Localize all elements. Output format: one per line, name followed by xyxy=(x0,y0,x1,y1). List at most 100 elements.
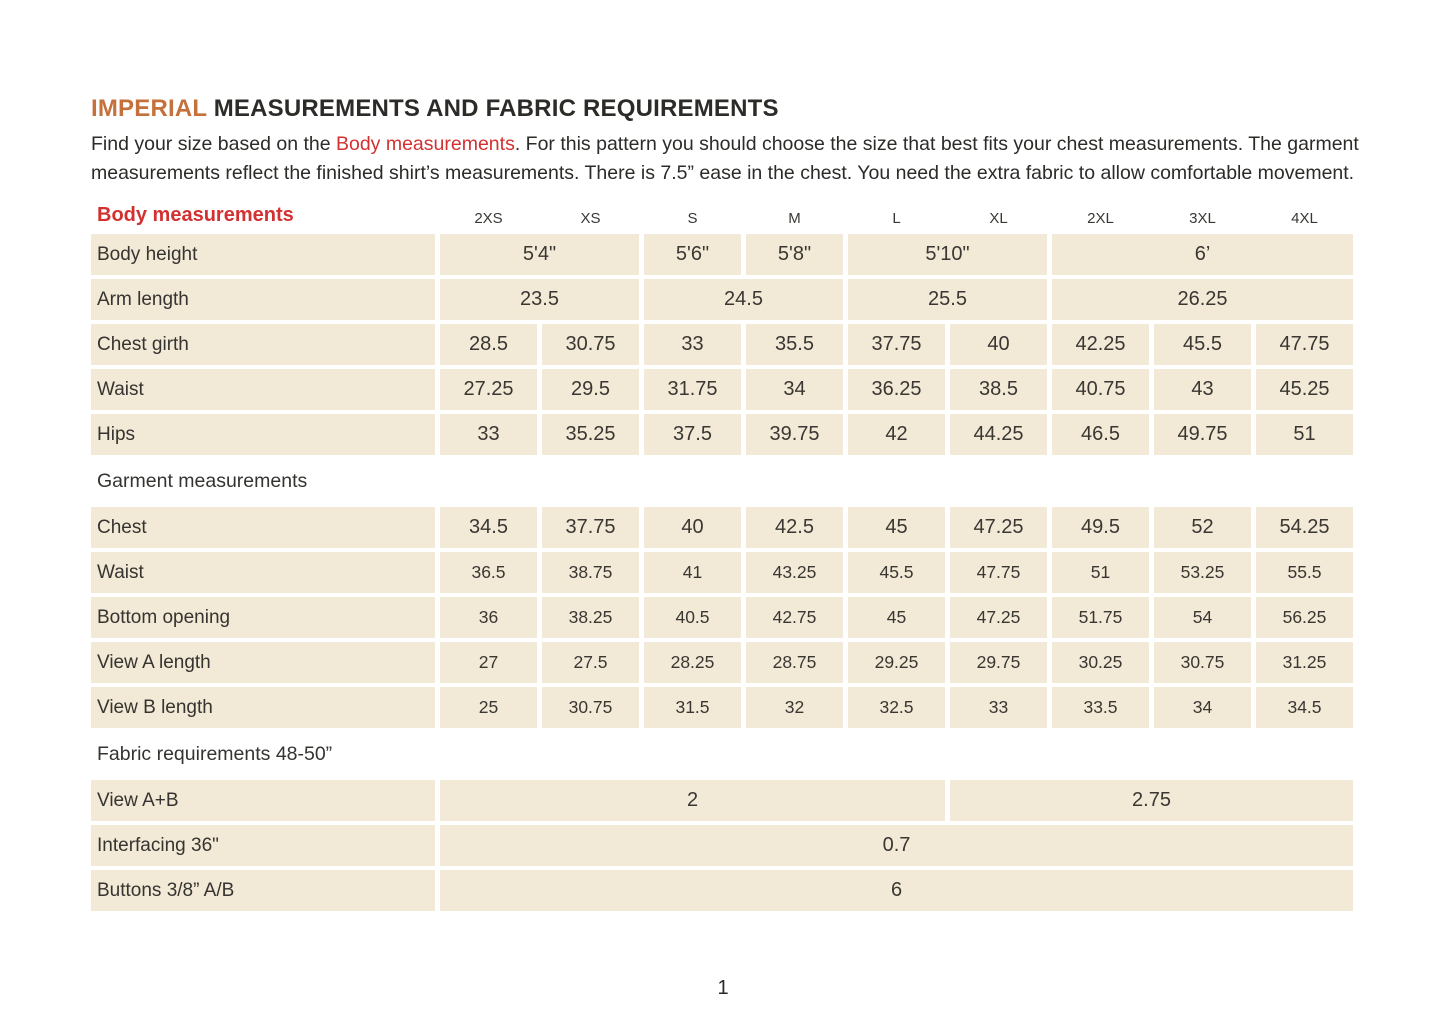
cell-value: 33 xyxy=(644,324,741,365)
cell-value: 35.5 xyxy=(746,324,843,365)
cell-value: 30.25 xyxy=(1052,642,1149,683)
cell-value: 6’ xyxy=(1052,234,1353,275)
table-corner-label: Body measurements xyxy=(97,204,294,226)
cell-value: 31.75 xyxy=(644,369,741,410)
cell-value: 41 xyxy=(644,552,741,593)
table-row: Waist 27.25 29.5 31.75 34 36.25 38.5 40.75 43 45.… xyxy=(91,369,1353,410)
row-label: View A+B xyxy=(91,780,435,821)
cell-value: 45 xyxy=(848,597,945,638)
cell-value: 5'4" xyxy=(440,234,639,275)
cell-value: 5'6" xyxy=(644,234,741,275)
table-row: Arm length 23.5 24.5 25.5 26.25 xyxy=(91,279,1353,320)
cell-value: 29.75 xyxy=(950,642,1047,683)
cell-value: 33 xyxy=(950,687,1047,728)
cell-value: 45 xyxy=(848,507,945,548)
cell-value: 42.75 xyxy=(746,597,843,638)
cell-value: 46.5 xyxy=(1052,414,1149,455)
cell-value: 34 xyxy=(746,369,843,410)
cell-value: 38.25 xyxy=(542,597,639,638)
cell-value: 28.25 xyxy=(644,642,741,683)
column-header-m: M xyxy=(788,210,801,227)
cell-value: 38.75 xyxy=(542,552,639,593)
row-label: Hips xyxy=(91,414,435,455)
cell-value: 36.25 xyxy=(848,369,945,410)
cell-value: 29.25 xyxy=(848,642,945,683)
cell-value: 0.7 xyxy=(440,825,1353,866)
cell-value: 42 xyxy=(848,414,945,455)
measurements-table: Body measurements 2XS XS S M L XL 2XL 3XL 4XL Bo… xyxy=(86,199,1358,915)
cell-value: 35.25 xyxy=(542,414,639,455)
page-title: IMPERIAL MEASUREMENTS AND FABRIC REQUIRE… xyxy=(91,95,1359,123)
cell-value: 25 xyxy=(440,687,537,728)
cell-value: 49.75 xyxy=(1154,414,1251,455)
row-label: View B length xyxy=(91,687,435,728)
cell-value: 36 xyxy=(440,597,537,638)
table-row: Bottom opening 36 38.25 40.5 42.75 45 47.25 51.… xyxy=(91,597,1353,638)
table-row: Interfacing 36" 0.7 xyxy=(91,825,1353,866)
intro-text-after: . For this pattern you should choose the… xyxy=(91,133,1359,184)
column-header-2xs: 2XS xyxy=(474,210,503,227)
table-row: Waist 36.5 38.75 41 43.25 45.5 47.75 51 53.25 55.… xyxy=(91,552,1353,593)
row-label: Arm length xyxy=(91,279,435,320)
table-row: Chest girth 28.5 30.75 33 35.5 37.75 40 42.25 45… xyxy=(91,324,1353,365)
column-header-2xl: 2XL xyxy=(1087,210,1114,227)
cell-value: 28.75 xyxy=(746,642,843,683)
cell-value: 51.75 xyxy=(1052,597,1149,638)
cell-value: 45.25 xyxy=(1256,369,1353,410)
cell-value: 47.25 xyxy=(950,597,1047,638)
cell-value: 30.75 xyxy=(542,687,639,728)
section-row: Garment measurements xyxy=(91,459,1353,503)
cell-value: 33 xyxy=(440,414,537,455)
column-header-3xl: 3XL xyxy=(1189,210,1216,227)
column-header-4xl: 4XL xyxy=(1291,210,1318,227)
cell-value: 51 xyxy=(1256,414,1353,455)
cell-value: 45.5 xyxy=(1154,324,1251,365)
table-row: Hips 33 35.25 37.5 39.75 42 44.25 46.5 49.75 51 xyxy=(91,414,1353,455)
table-row: Chest 34.5 37.75 40 42.5 45 47.25 49.5 52 54.25 xyxy=(91,507,1353,548)
table-row: Body height 5'4" 5'6" 5'8" 5'10" 6’ xyxy=(91,234,1353,275)
table-row: Buttons 3/8” A/B 6 xyxy=(91,870,1353,911)
cell-value: 24.5 xyxy=(644,279,843,320)
row-label: Interfacing 36" xyxy=(91,825,435,866)
cell-value: 27.5 xyxy=(542,642,639,683)
cell-value: 31.25 xyxy=(1256,642,1353,683)
cell-value: 23.5 xyxy=(440,279,639,320)
cell-value: 2 xyxy=(440,780,945,821)
cell-value: 40.75 xyxy=(1052,369,1149,410)
cell-value: 40.5 xyxy=(644,597,741,638)
cell-value: 49.5 xyxy=(1052,507,1149,548)
section-row: Fabric requirements 48-50” xyxy=(91,732,1353,776)
intro-paragraph: Find your size based on the Body measure… xyxy=(91,130,1359,187)
cell-value: 40 xyxy=(644,507,741,548)
cell-value: 43.25 xyxy=(746,552,843,593)
cell-value: 55.5 xyxy=(1256,552,1353,593)
cell-value: 38.5 xyxy=(950,369,1047,410)
cell-value: 5'8" xyxy=(746,234,843,275)
cell-value: 2.75 xyxy=(950,780,1353,821)
cell-value: 34.5 xyxy=(1256,687,1353,728)
cell-value: 54 xyxy=(1154,597,1251,638)
cell-value: 27 xyxy=(440,642,537,683)
section-heading: Garment measurements xyxy=(97,469,308,492)
cell-value: 37.5 xyxy=(644,414,741,455)
row-label: Waist xyxy=(91,552,435,593)
cell-value: 32 xyxy=(746,687,843,728)
cell-value: 33.5 xyxy=(1052,687,1149,728)
cell-value: 31.5 xyxy=(644,687,741,728)
cell-value: 47.25 xyxy=(950,507,1047,548)
body-measurements-link[interactable]: Body measurements xyxy=(335,133,515,155)
row-label: View A length xyxy=(91,642,435,683)
cell-value: 29.5 xyxy=(542,369,639,410)
intro-text-before: Find your size based on the xyxy=(91,133,336,155)
cell-value: 34 xyxy=(1154,687,1251,728)
cell-value: 47.75 xyxy=(950,552,1047,593)
cell-value: 47.75 xyxy=(1256,324,1353,365)
table-header-row: Body measurements 2XS XS S M L XL 2XL 3XL 4XL xyxy=(91,203,1353,230)
cell-value: 56.25 xyxy=(1256,597,1353,638)
row-label: Chest girth xyxy=(91,324,435,365)
title-highlight: IMPERIAL xyxy=(91,95,207,122)
row-label: Chest xyxy=(91,507,435,548)
cell-value: 34.5 xyxy=(440,507,537,548)
table-row: View A+B 2 2.75 xyxy=(91,780,1353,821)
